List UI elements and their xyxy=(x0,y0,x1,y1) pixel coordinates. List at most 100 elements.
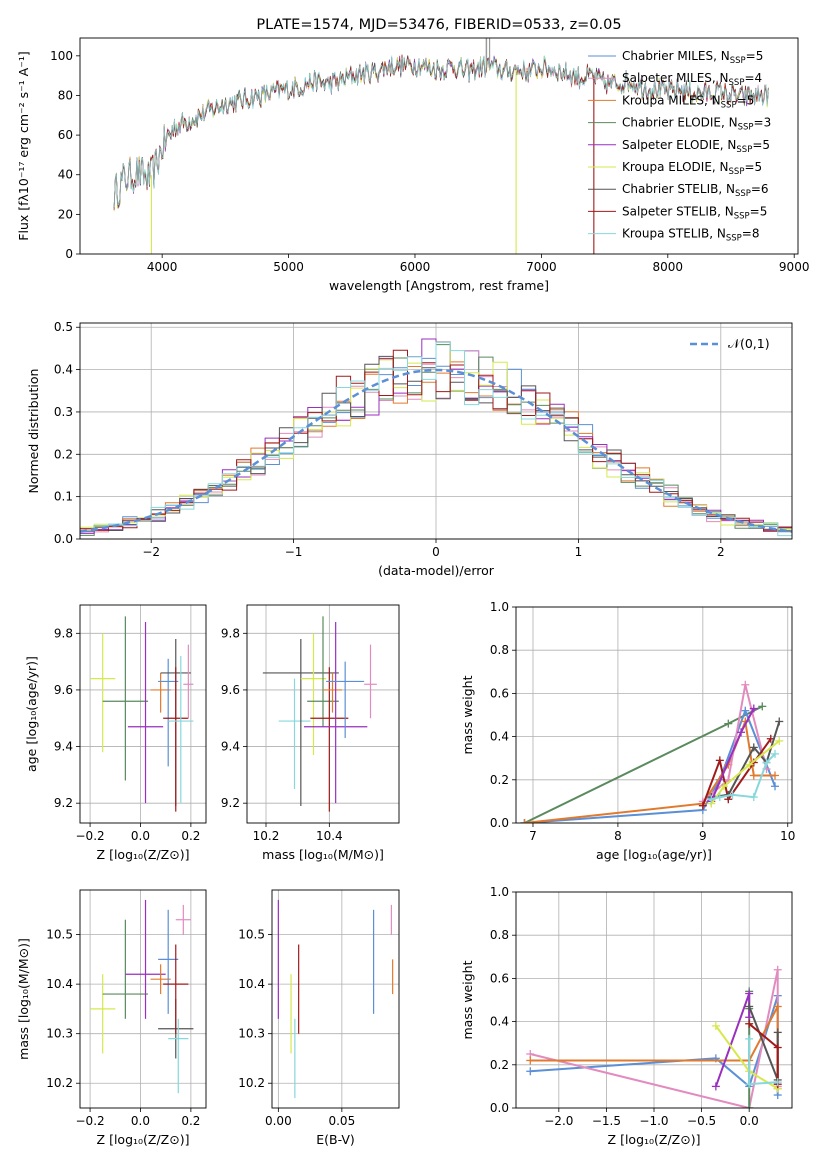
legend-entry: Kroupa MILES, NSSP=5 xyxy=(622,93,754,110)
y-tick-label: 80 xyxy=(58,88,73,102)
x-axis-label: E(B-V) xyxy=(316,1132,355,1147)
x-tick-label: 1 xyxy=(575,545,583,559)
axes-mass-weight-vs-Z: −2.0 −1.5 −1.0 −0.5 0.0 0.0 0.2 0.4 0.6 0.8 1.0 Z [… xyxy=(460,885,793,1147)
x-tick-label: 8000 xyxy=(653,260,684,274)
x-tick-label: 7 xyxy=(529,829,537,843)
axes-mass-weight-vs-age: 7 8 9 10 0.0 0.2 0.4 0.6 0.8 1.0 age [log₁₀(age/yr… xyxy=(460,600,795,862)
y-tick-label: 10.2 xyxy=(238,1076,265,1090)
x-tick-label: −0.2 xyxy=(76,829,105,843)
x-axis-label: Z [log₁₀(Z/Z⊙)] xyxy=(608,1132,701,1147)
y-axis-label: mass weight xyxy=(460,675,475,754)
y-tick-label: 10.3 xyxy=(238,1027,265,1041)
y-tick-label: 0.5 xyxy=(54,320,73,334)
y-tick-label: 0.4 xyxy=(490,730,509,744)
plot-area xyxy=(262,616,377,812)
x-tick-label: 8 xyxy=(614,829,622,843)
legend-entry: Salpeter ELODIE, NSSP=5 xyxy=(622,138,770,155)
x-axis-label: Z [log₁₀(Z/Z⊙)] xyxy=(97,847,190,862)
x-tick-label: 7000 xyxy=(526,260,557,274)
x-tick-label: −1 xyxy=(285,545,303,559)
axes-frame xyxy=(246,604,400,824)
y-tick-label: 0.6 xyxy=(490,971,509,985)
plot-area xyxy=(90,616,194,812)
x-axis-label: (data-model)/error xyxy=(378,563,495,578)
y-tick-label: 0.0 xyxy=(490,816,509,830)
y-tick-label: 10.5 xyxy=(46,928,73,942)
axes-age-vs-Z: −0.2 0.0 0.2 9.2 9.4 9.6 9.8 Z [log₁₀(Z/Z⊙)] age… xyxy=(24,604,207,862)
y-tick-label: 0.8 xyxy=(490,928,509,942)
y-axis-label: Flux [fλ10⁻¹⁷ erg cm⁻² s⁻¹ A⁻¹] xyxy=(16,51,31,240)
plot-area xyxy=(90,899,194,1094)
x-tick-label: 9 xyxy=(699,829,707,843)
x-tick-label: 10.2 xyxy=(253,829,280,843)
axes-frame xyxy=(79,604,207,824)
x-tick-label: 4000 xyxy=(147,260,178,274)
spectrum-line-kroupa_stelib xyxy=(113,55,769,208)
y-tick-label: 0.2 xyxy=(490,1058,509,1072)
y-tick-label: 9.2 xyxy=(221,796,240,810)
plot-area xyxy=(520,680,784,823)
axes-frame xyxy=(79,322,793,540)
y-tick-label: 0.2 xyxy=(54,447,73,461)
legend: Chabrier MILES, NSSP=5 Salpeter MILES, NS… xyxy=(588,49,771,244)
x-tick-label: 0.00 xyxy=(265,1114,292,1128)
x-tick-label: 0.0 xyxy=(131,1114,150,1128)
y-tick-label: 9.6 xyxy=(221,683,240,697)
y-tick-label: 0.4 xyxy=(54,363,73,377)
axes-frame xyxy=(515,891,793,1109)
normal-curve xyxy=(80,368,792,533)
y-tick-label: 20 xyxy=(58,207,73,221)
y-tick-label: 0.4 xyxy=(490,1015,509,1029)
y-tick-label: 60 xyxy=(58,128,73,142)
y-tick-label: 10.3 xyxy=(46,1027,73,1041)
x-tick-label: −0.5 xyxy=(687,1114,716,1128)
y-tick-label: 100 xyxy=(50,49,73,63)
y-tick-label: 40 xyxy=(58,168,73,182)
x-tick-label: 0 xyxy=(432,545,440,559)
y-tick-label: 10.2 xyxy=(46,1076,73,1090)
x-tick-label: 0.05 xyxy=(328,1114,355,1128)
x-tick-label: 6000 xyxy=(400,260,431,274)
legend-entry: Salpeter MILES, NSSP=4 xyxy=(622,71,762,88)
y-tick-label: 0.0 xyxy=(54,532,73,546)
x-axis-label: age [log₁₀(age/yr)] xyxy=(596,847,712,862)
axes-age-vs-mass: 10.2 10.4 9.2 9.4 9.6 9.8 mass [log₁₀(M/M⊙)] xyxy=(221,604,400,862)
x-tick-label: 9000 xyxy=(779,260,810,274)
legend-entry: Chabrier STELIB, NSSP=6 xyxy=(622,182,769,199)
axes-mass-vs-ebv: 0.00 0.05 10.2 10.3 10.4 10.5 E(B-V) xyxy=(238,889,400,1147)
weight-line-kroupa_elodie xyxy=(710,740,780,805)
y-tick-label: 0.8 xyxy=(490,643,509,657)
y-tick-label: 10.5 xyxy=(238,928,265,942)
legend-entry: Salpeter STELIB, NSSP=5 xyxy=(622,204,767,221)
x-tick-label: 0.0 xyxy=(740,1114,759,1128)
y-tick-label: 0 xyxy=(65,247,73,261)
x-tick-label: −2.0 xyxy=(544,1114,573,1128)
y-axis-label: Normed distribution xyxy=(26,369,41,494)
y-tick-label: 9.8 xyxy=(54,626,73,640)
y-tick-label: 0.3 xyxy=(54,405,73,419)
y-tick-label: 9.6 xyxy=(54,683,73,697)
axes-frame xyxy=(271,889,400,1109)
x-tick-label: 2 xyxy=(717,545,725,559)
y-axis-label: mass [log₁₀(M/M⊙)] xyxy=(16,938,31,1060)
legend-entry: 𝒩(0,1) xyxy=(728,336,770,351)
x-axis-label: wavelength [Angstrom, rest frame] xyxy=(329,278,549,293)
x-tick-label: −0.2 xyxy=(76,1114,105,1128)
axes-frame xyxy=(79,37,799,255)
plot-area xyxy=(80,338,792,537)
legend-entry: Kroupa STELIB, NSSP=8 xyxy=(622,227,760,244)
x-tick-label: 0.2 xyxy=(181,829,200,843)
axes-frame xyxy=(79,889,207,1109)
x-tick-label: 0.0 xyxy=(131,829,150,843)
axes-residual-histogram: −2 −1 0 1 2 0.0 0.1 0.2 0.3 0.4 0.5 (data-model)/er… xyxy=(26,320,793,578)
y-axis-label: mass weight xyxy=(460,960,475,1039)
legend-entry: Chabrier MILES, NSSP=5 xyxy=(622,49,763,66)
y-tick-label: 9.4 xyxy=(221,740,240,754)
x-tick-label: −2 xyxy=(142,545,160,559)
x-axis-label: mass [log₁₀(M/M⊙)] xyxy=(262,847,384,862)
x-tick-label: −1.5 xyxy=(592,1114,621,1128)
legend-entry: Chabrier ELODIE, NSSP=3 xyxy=(622,116,771,133)
y-tick-label: 1.0 xyxy=(490,600,509,614)
axes-spectrum: 4000 5000 6000 7000 8000 9000 0 20 40 60 80 100 wave… xyxy=(16,37,810,293)
axes-mass-vs-Z: −0.2 0.0 0.2 10.2 10.3 10.4 10.5 Z [log₁₀(Z/Z⊙)… xyxy=(16,889,207,1147)
